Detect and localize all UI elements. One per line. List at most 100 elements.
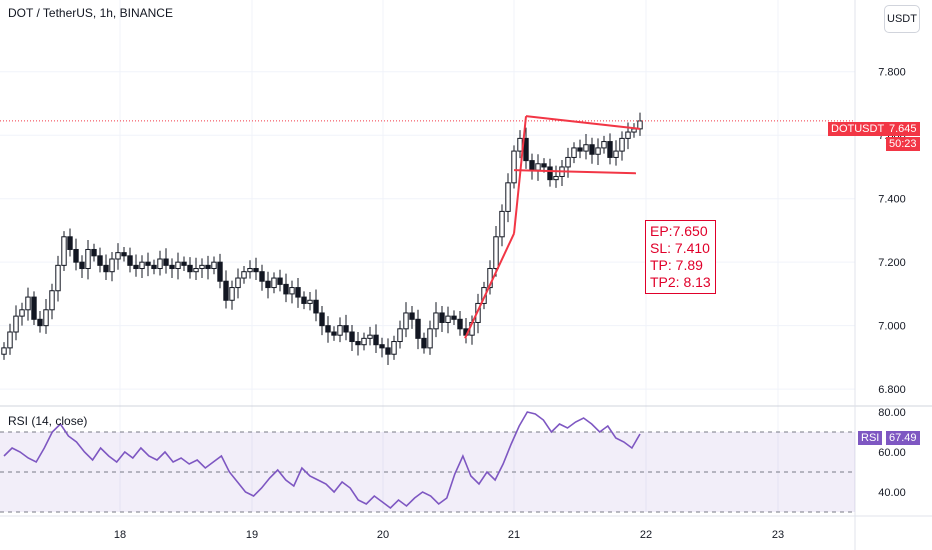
candle (613, 150, 619, 158)
candle (43, 309, 49, 327)
candle (193, 268, 199, 273)
candle (121, 252, 127, 257)
note-take-profit: TP: 7.89 (650, 257, 703, 273)
candle (547, 166, 553, 181)
candle (13, 315, 19, 333)
candle (109, 258, 115, 273)
candle (19, 309, 25, 317)
pole-line (513, 116, 527, 234)
candle (217, 261, 223, 282)
flag-top-line (525, 115, 641, 130)
candle (457, 318, 463, 330)
candle (313, 299, 319, 314)
candle (67, 236, 73, 250)
candle (589, 144, 595, 155)
candle (163, 258, 169, 266)
candle (445, 315, 451, 323)
candle (517, 137, 523, 152)
candle (307, 299, 313, 304)
candle (493, 236, 499, 270)
candle (103, 264, 109, 273)
candle (349, 331, 355, 343)
candle (583, 144, 589, 152)
candle (355, 341, 361, 346)
impulse-line (464, 233, 515, 339)
price-axis-label: 7.800 (878, 67, 906, 79)
candle (319, 312, 325, 327)
price-axis-label: 7.000 (878, 321, 906, 333)
candle (85, 248, 91, 270)
candle (73, 248, 79, 263)
candle (229, 287, 235, 301)
candle (367, 334, 373, 339)
rsi-title: RSI (14, close) (8, 414, 88, 428)
candle (385, 347, 391, 355)
candle (553, 175, 559, 181)
candle (535, 163, 541, 171)
candle (157, 258, 163, 270)
trade-note: EP:7.650 SL: 7.410 TP: 7.89 TP2: 8.13 (645, 220, 716, 294)
rsi-tag-label: RSI (858, 431, 883, 445)
candle (433, 312, 439, 330)
candle (55, 264, 61, 292)
candle (409, 312, 415, 320)
candle (205, 264, 211, 270)
price-tag-value: 7.645 (886, 122, 920, 136)
candle (133, 264, 139, 270)
candle (169, 264, 175, 270)
candle (7, 331, 13, 349)
candle (151, 264, 157, 270)
candle (61, 236, 67, 266)
price-axis-label: 7.200 (878, 257, 906, 269)
candle (373, 334, 379, 346)
candle (271, 277, 277, 289)
rsi-tag-value: 67.49 (886, 431, 920, 445)
candle (31, 296, 37, 320)
candle (37, 318, 43, 327)
candle (247, 268, 253, 273)
candle (451, 315, 457, 320)
candle (577, 147, 583, 152)
candle (253, 268, 259, 273)
candle (115, 252, 121, 260)
candle (265, 280, 271, 289)
candle (421, 337, 427, 349)
note-stop-loss: SL: 7.410 (650, 240, 710, 256)
candle (637, 120, 643, 130)
candle (241, 271, 247, 279)
candle (607, 141, 613, 158)
candle (505, 182, 511, 212)
candle (619, 137, 625, 152)
note-take-profit-2: TP2: 8.13 (650, 274, 711, 290)
candle (439, 312, 445, 323)
candle (187, 264, 193, 273)
candle (127, 255, 133, 266)
rsi-axis-label: 80.00 (878, 407, 906, 419)
candle (391, 341, 397, 355)
candle (565, 156, 571, 168)
candle (211, 261, 217, 270)
currency-button[interactable]: USDT (884, 5, 920, 33)
candle (415, 318, 421, 339)
candle (427, 328, 433, 349)
flag-bottom-line (513, 169, 637, 175)
candle (97, 255, 103, 266)
candle (277, 277, 283, 285)
candle (25, 296, 31, 311)
note-entry: EP:7.650 (650, 223, 708, 239)
candle (79, 261, 85, 270)
candle (523, 137, 529, 162)
candle (397, 328, 403, 343)
candle (361, 337, 367, 346)
price-axis-label: 7.400 (878, 194, 906, 206)
price-axis-label: 6.800 (878, 384, 906, 396)
candle (301, 296, 307, 304)
candle (403, 312, 409, 330)
candle (199, 264, 205, 270)
candle (175, 261, 181, 270)
price-tag-countdown: 50:23 (886, 137, 920, 151)
rsi-axis-label: 60.00 (878, 447, 906, 459)
candle (331, 331, 337, 336)
candle (625, 131, 631, 139)
